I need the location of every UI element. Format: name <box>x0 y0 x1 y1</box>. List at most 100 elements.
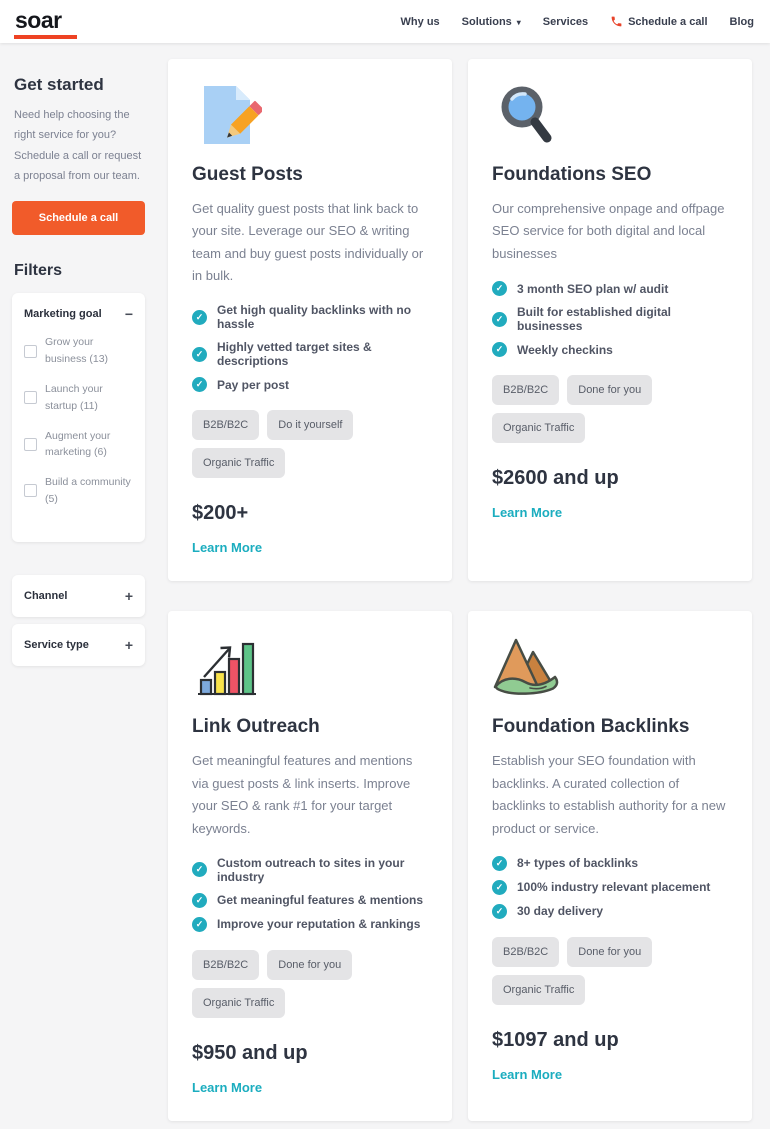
check-icon: ✓ <box>192 346 207 362</box>
filter-checkbox-grow-your-business[interactable] <box>24 344 37 358</box>
feature-text: Highly vetted target sites & description… <box>217 340 372 369</box>
check-icon: ✓ <box>492 342 507 358</box>
feature-list: ✓ 8+ types of backlinks ✓ 100% industry … <box>492 855 728 919</box>
feature-item: ✓ Improve your reputation & rankings <box>192 916 428 932</box>
filter-group-channel: Channel + <box>12 574 145 617</box>
feature-text: 3 month SEO plan w/ audit <box>517 281 669 296</box>
price: $200+ <box>192 502 249 525</box>
plus-icon: + <box>124 587 133 604</box>
service-card-link-outreach: Link Outreach Get meaningful features an… <box>168 611 452 1121</box>
nav-schedule-call-label: Schedule a call <box>628 15 708 28</box>
nav-schedule-call[interactable]: Schedule a call <box>610 15 708 28</box>
feature-text: Improve your reputation & rankings <box>217 917 421 932</box>
nav-blog[interactable]: Blog <box>729 15 754 28</box>
card-description: Establish your SEO foundation with backl… <box>492 753 726 836</box>
phone-icon <box>610 15 623 28</box>
learn-more-link[interactable]: Learn More <box>192 540 263 556</box>
feature-text: 100% industry relevant placement <box>517 880 711 895</box>
bar-chart-icon <box>192 632 262 702</box>
tag: Done for you <box>267 949 353 980</box>
feature-item: ✓ Highly vetted target sites & descripti… <box>192 340 428 368</box>
feature-item: ✓ 30 day delivery <box>492 903 728 919</box>
price: $2600 and up <box>492 467 619 490</box>
filter-group-label: Marketing goal <box>24 308 102 321</box>
feature-list: ✓ Get high quality backlinks with no has… <box>192 303 428 393</box>
tag: Organic Traffic <box>492 413 586 444</box>
feature-item: ✓ 8+ types of backlinks <box>492 855 728 871</box>
nav-services[interactable]: Services <box>542 15 589 28</box>
feature-text: Built for established digital businesses <box>517 305 672 334</box>
filter-option: Augment your marketing (6) <box>24 428 133 462</box>
tag: B2B/B2C <box>492 936 560 967</box>
document-pencil-icon <box>192 80 262 150</box>
check-icon: ✓ <box>492 879 507 895</box>
nav-solutions-label: Solutions <box>461 15 512 28</box>
filter-group-label: Channel <box>24 589 68 602</box>
price: $950 and up <box>192 1041 308 1064</box>
feature-item: ✓ 3 month SEO plan w/ audit <box>492 281 728 297</box>
services-grid: Guest Posts Get quality guest posts that… <box>168 59 752 1121</box>
card-title: Link Outreach <box>192 716 320 738</box>
nav-why-us[interactable]: Why us <box>400 15 440 28</box>
service-card-foundation-backlinks: Foundation Backlinks Establish your SEO … <box>468 611 752 1121</box>
feature-text: 30 day delivery <box>517 904 604 919</box>
tag-list: B2B/B2C Done for you Organic Traffic <box>192 949 428 1018</box>
filter-group-marketing-goal: Marketing goal − Grow your business (13)… <box>12 293 145 542</box>
card-description: Get quality guest posts that link back t… <box>192 201 424 284</box>
filter-group-label: Service type <box>24 638 89 651</box>
magnifier-icon <box>492 80 562 150</box>
nav-solutions[interactable]: Solutions ▾ <box>462 16 521 28</box>
card-description: Get meaningful features and mentions via… <box>192 753 413 836</box>
get-started-title: Get started <box>14 75 104 94</box>
feature-item: ✓ Pay per post <box>192 377 428 393</box>
sidebar: Get started Need help choosing the right… <box>12 59 145 1121</box>
filter-option-label: Build a community (5) <box>45 476 131 505</box>
feature-item: ✓ Custom outreach to sites in your indus… <box>192 856 428 884</box>
feature-item: ✓ Built for established digital business… <box>492 305 728 333</box>
feature-text: 8+ types of backlinks <box>517 856 639 871</box>
tag: Organic Traffic <box>192 987 286 1018</box>
schedule-call-button[interactable]: Schedule a call <box>12 201 145 236</box>
service-card-foundations-seo: Foundations SEO Our comprehensive onpage… <box>468 59 752 582</box>
filter-group-header[interactable]: Marketing goal − <box>24 307 133 321</box>
check-icon: ✓ <box>192 377 207 393</box>
feature-text: Custom outreach to sites in your industr… <box>217 855 405 884</box>
tag: B2B/B2C <box>192 410 260 441</box>
check-icon: ✓ <box>192 309 207 325</box>
card-title: Guest Posts <box>192 164 303 185</box>
page-body: Get started Need help choosing the right… <box>0 43 770 1129</box>
filter-checkbox-launch-your-startup[interactable] <box>24 391 37 405</box>
filter-group-service-type: Service type + <box>12 623 145 666</box>
learn-more-link[interactable]: Learn More <box>492 1066 563 1082</box>
filter-group-header[interactable]: Service type + <box>24 638 133 652</box>
card-title: Foundations SEO <box>492 164 652 185</box>
tag-list: B2B/B2C Do it yourself Organic Traffic <box>192 410 428 479</box>
check-icon: ✓ <box>192 892 207 908</box>
tag: Do it yourself <box>267 410 354 441</box>
filter-checkbox-build-a-community[interactable] <box>24 484 37 498</box>
tag-list: B2B/B2C Done for you Organic Traffic <box>492 936 728 1005</box>
check-icon: ✓ <box>492 903 507 919</box>
feature-list: ✓ Custom outreach to sites in your indus… <box>192 856 428 932</box>
learn-more-link[interactable]: Learn More <box>492 505 563 521</box>
check-icon: ✓ <box>492 311 507 327</box>
filter-option-label: Augment your marketing (6) <box>45 429 111 459</box>
feature-item: ✓ 100% industry relevant placement <box>492 879 728 895</box>
tag: Organic Traffic <box>192 448 286 479</box>
minus-icon: − <box>124 306 133 323</box>
feature-list: ✓ 3 month SEO plan w/ audit ✓ Built for … <box>492 281 728 358</box>
main-nav: Why us Solutions ▾ Services Schedule a c… <box>401 15 754 28</box>
filter-checkbox-augment-your-marketing[interactable] <box>24 437 37 451</box>
check-icon: ✓ <box>492 281 507 297</box>
tag: Organic Traffic <box>492 974 586 1005</box>
tag: B2B/B2C <box>192 949 260 980</box>
filter-group-header[interactable]: Channel + <box>24 589 133 603</box>
soar-logo[interactable]: soar <box>14 5 77 39</box>
tag: Done for you <box>567 936 653 967</box>
feature-item: ✓ Get high quality backlinks with no has… <box>192 303 428 331</box>
learn-more-link[interactable]: Learn More <box>192 1079 263 1095</box>
chevron-down-icon: ▾ <box>516 18 521 27</box>
check-icon: ✓ <box>192 916 207 932</box>
mountains-icon <box>492 632 562 702</box>
get-started-description: Need help choosing the right service for… <box>14 109 142 183</box>
